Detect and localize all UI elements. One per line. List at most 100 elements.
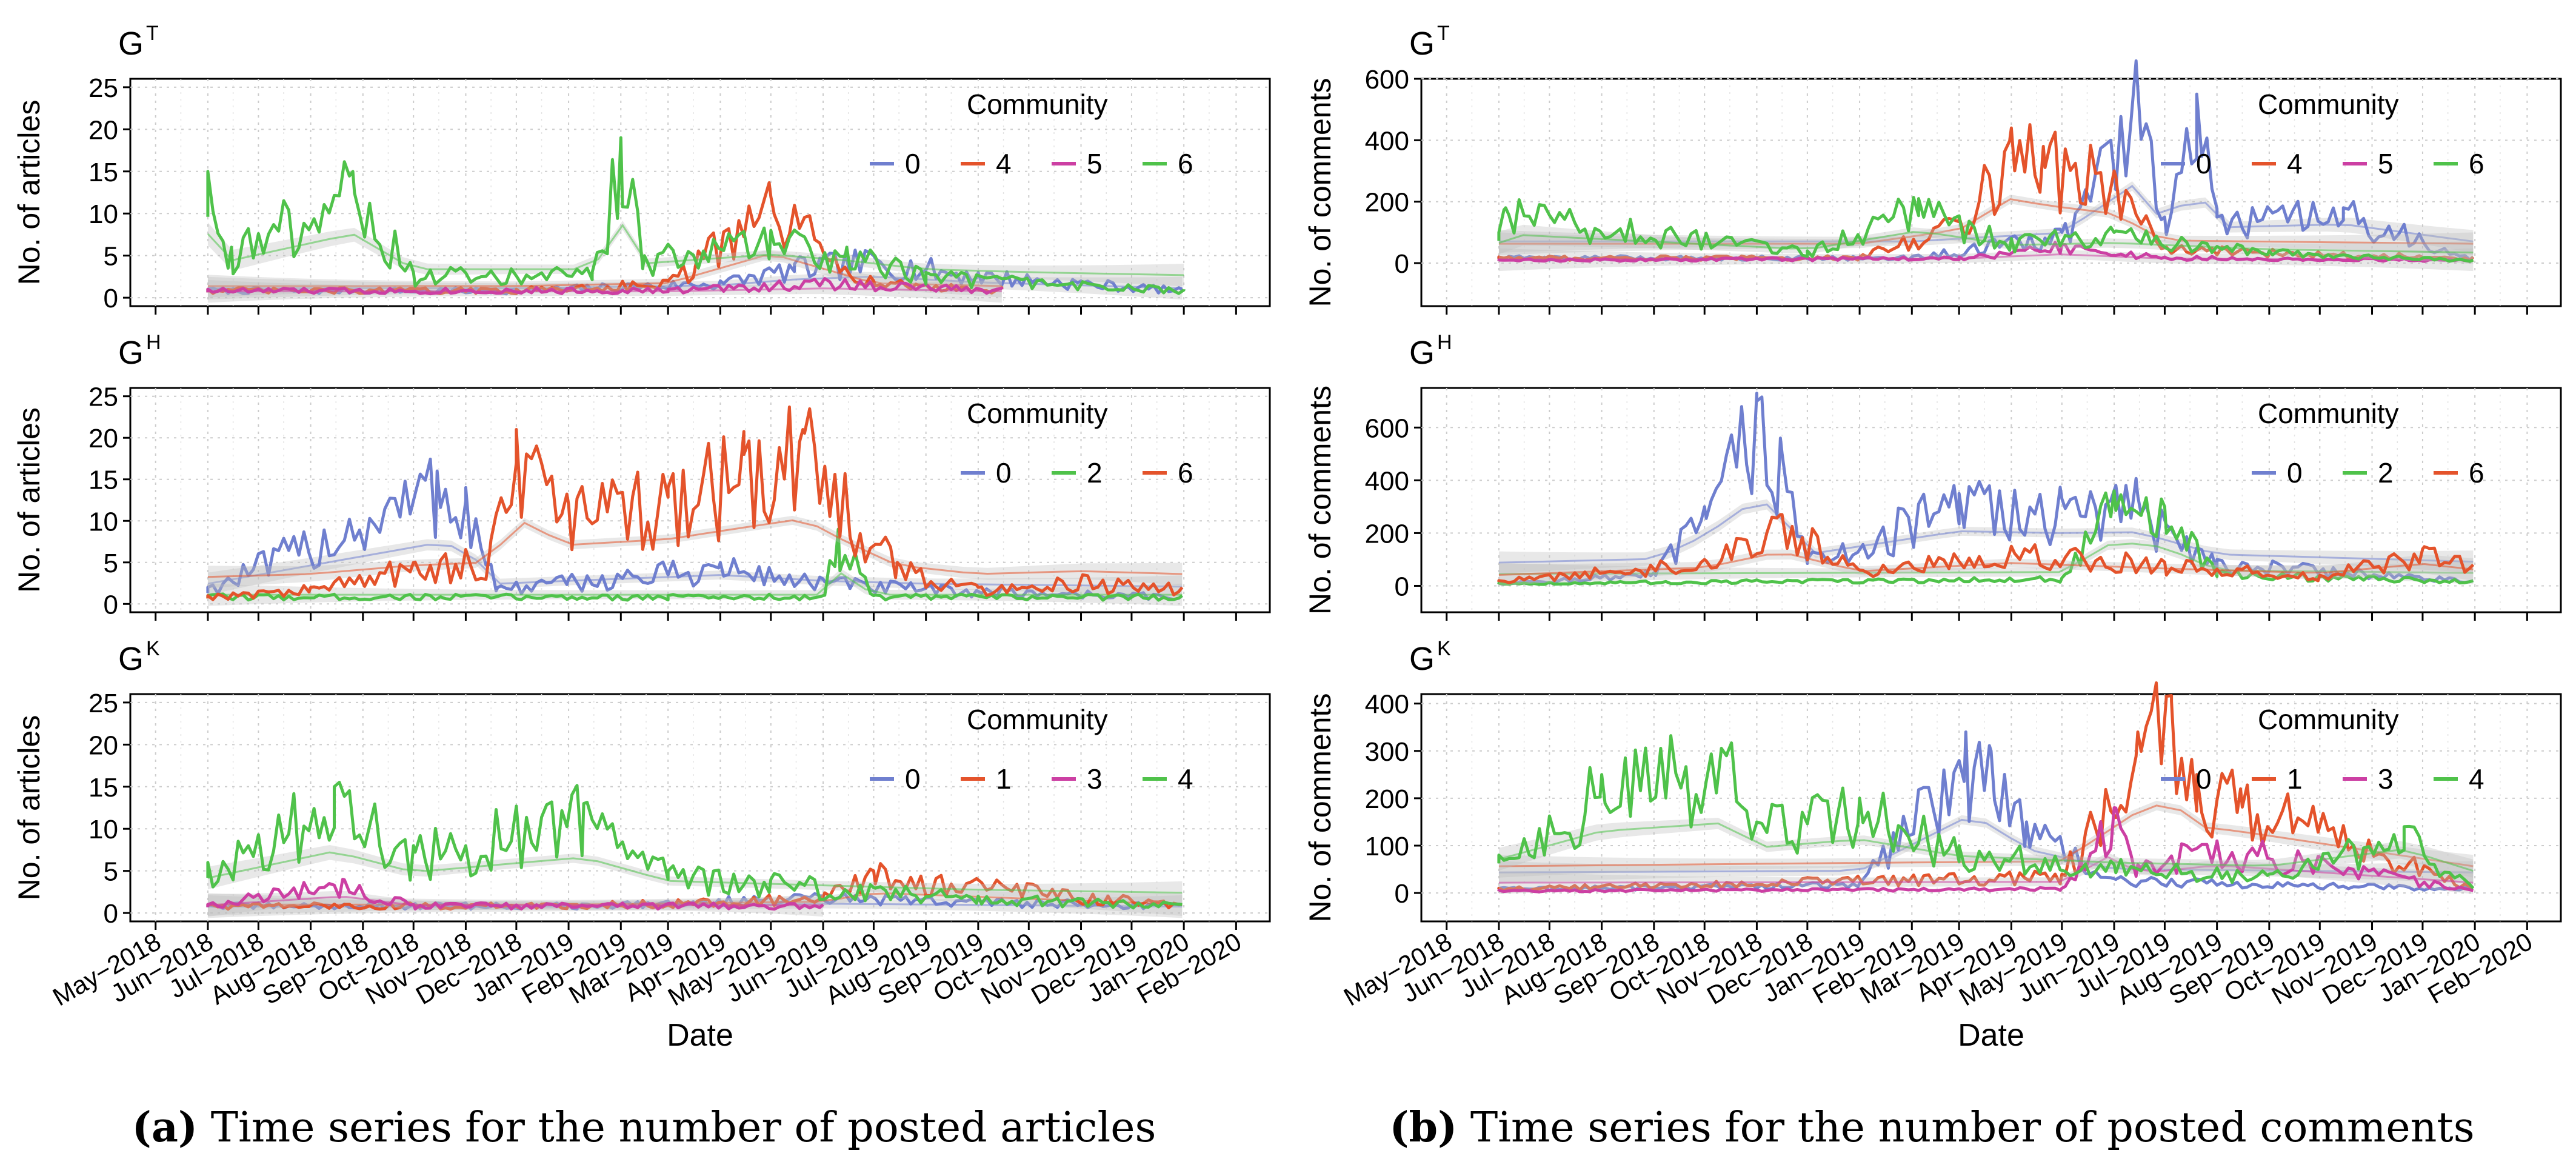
- caption-b: (b) Time series for the number of posted…: [1288, 1103, 2576, 1152]
- y-tick-label: 10: [88, 815, 118, 844]
- caption-b-label: (b): [1389, 1103, 1458, 1152]
- legend-label-0: 0: [905, 763, 921, 795]
- panel-title-sup: T: [1437, 22, 1450, 45]
- legend-title: Community: [2258, 398, 2399, 429]
- caption-a-label: (a): [132, 1103, 198, 1152]
- legend: Community 0 2 6: [2252, 398, 2484, 489]
- y-tick-label: 25: [88, 383, 118, 412]
- legend-label-3: 3: [1087, 763, 1103, 795]
- y-tick-label: 5: [104, 857, 118, 887]
- panel-title-main: G: [1409, 335, 1435, 371]
- trend-band: [1498, 818, 2474, 883]
- panel-a-GT: 0 5 10 15 20 25 No. of articles G T Community 0 4 5 6: [12, 22, 1271, 315]
- legend-label-6: 6: [1178, 148, 1193, 179]
- legend-label-5: 5: [1087, 148, 1103, 179]
- legend-label-4: 4: [2469, 763, 2484, 795]
- y-tick-label: 20: [88, 730, 118, 760]
- y-tick-label: 600: [1365, 413, 1409, 443]
- panel-title-main: G: [1409, 641, 1435, 677]
- x-axis-label: Date: [1958, 1018, 2024, 1053]
- trend-line-1: [1498, 804, 2474, 867]
- y-axis-label: No. of comments: [1303, 386, 1337, 615]
- trend-line-0: [207, 544, 1183, 588]
- y-axis-label: No. of comments: [1303, 693, 1337, 923]
- legend-label-4: 4: [1178, 763, 1193, 795]
- y-tick-label: 300: [1365, 737, 1409, 767]
- series-line-6: [206, 136, 1186, 295]
- trend-line-0: [1498, 503, 2474, 564]
- panel-title-main: G: [118, 25, 144, 62]
- trend-line-2: [1498, 543, 2474, 575]
- legend-title: Community: [967, 704, 1108, 735]
- y-tick-label: 25: [88, 689, 118, 718]
- legend-label-0: 0: [905, 148, 921, 179]
- y-tick-label: 200: [1365, 784, 1409, 814]
- legend: Community 0 4 5 6: [2161, 89, 2484, 179]
- legend-title: Community: [967, 89, 1108, 120]
- y-tick-label: 5: [104, 549, 118, 578]
- x-axis-label: Date: [667, 1018, 733, 1053]
- series-line-6: [206, 405, 1184, 601]
- series-line-0: [206, 457, 1183, 601]
- y-tick-label: 20: [88, 115, 118, 145]
- legend: Community 0 4 5 6: [870, 89, 1193, 179]
- y-tick-label: 15: [88, 466, 118, 495]
- trend-band: [1498, 195, 2474, 255]
- legend-title: Community: [967, 398, 1108, 429]
- y-tick-label: 20: [88, 424, 118, 453]
- panel-title-main: G: [1409, 25, 1435, 62]
- y-tick-label: 400: [1365, 690, 1409, 720]
- y-tick-label: 200: [1365, 188, 1409, 218]
- y-tick-label: 10: [88, 507, 118, 536]
- series-line-5: [206, 277, 1004, 296]
- series-line-6: [1497, 196, 2474, 263]
- legend-label-2: 2: [1087, 457, 1103, 489]
- panel-title-main: G: [118, 641, 144, 677]
- trend-line-4: [207, 851, 1183, 894]
- y-tick-label: 600: [1365, 65, 1409, 95]
- caption-b-text: Time series for the number of posted com…: [1457, 1104, 2475, 1152]
- legend: Community 0 2 6: [961, 398, 1193, 489]
- legend-label-1: 1: [996, 763, 1012, 795]
- panel-title-sup: K: [1437, 637, 1451, 660]
- legend-label-4: 4: [996, 148, 1012, 179]
- series-line-4: [206, 781, 1183, 910]
- y-axis-label: No. of comments: [1303, 78, 1337, 307]
- legend-title: Community: [2258, 704, 2399, 735]
- panel-title-main: G: [118, 335, 144, 371]
- legend: Community 0 1 3 4: [870, 704, 1193, 795]
- series-line-0: [1497, 730, 2474, 892]
- panel-b-GK: 0 100 200 300 400 No. of comments G K Community 0…: [1303, 637, 2562, 930]
- legend-label-2: 2: [2378, 457, 2394, 489]
- panel-title-sup: H: [1437, 331, 1452, 354]
- legend-label-3: 3: [2378, 763, 2394, 795]
- panel-title-sup: T: [146, 22, 159, 45]
- legend-label-6: 6: [2469, 148, 2484, 179]
- trend-band: [207, 895, 1183, 918]
- legend-label-0: 0: [2196, 148, 2212, 179]
- series-line-3: [206, 878, 824, 911]
- trend-band: [1498, 224, 2474, 264]
- legend-label-0: 0: [2287, 457, 2303, 489]
- panel-a-GK: 0 5 10 15 20 25 No. of articles G K Community 0 1 3 4: [12, 637, 1271, 930]
- y-tick-label: 0: [1395, 572, 1409, 601]
- y-tick-label: 400: [1365, 126, 1409, 156]
- panel-b-GH: 0 200 400 600 No. of comments G H Community 0 2 6: [1303, 331, 2562, 621]
- series-line-4: [1497, 734, 2475, 889]
- trend-band: [1498, 248, 2474, 272]
- legend-label-6: 6: [1178, 457, 1193, 489]
- series-line-2: [206, 527, 1183, 602]
- legend-label-4: 4: [2287, 148, 2303, 179]
- plot-frame: [129, 693, 1271, 923]
- y-tick-label: 10: [88, 199, 118, 229]
- legend-label-0: 0: [2196, 763, 2212, 795]
- y-tick-label: 5: [104, 242, 118, 272]
- y-axis-label: No. of articles: [12, 100, 46, 286]
- series-line-1: [206, 862, 1183, 911]
- caption-a: (a) Time series for the number of posted…: [0, 1103, 1288, 1152]
